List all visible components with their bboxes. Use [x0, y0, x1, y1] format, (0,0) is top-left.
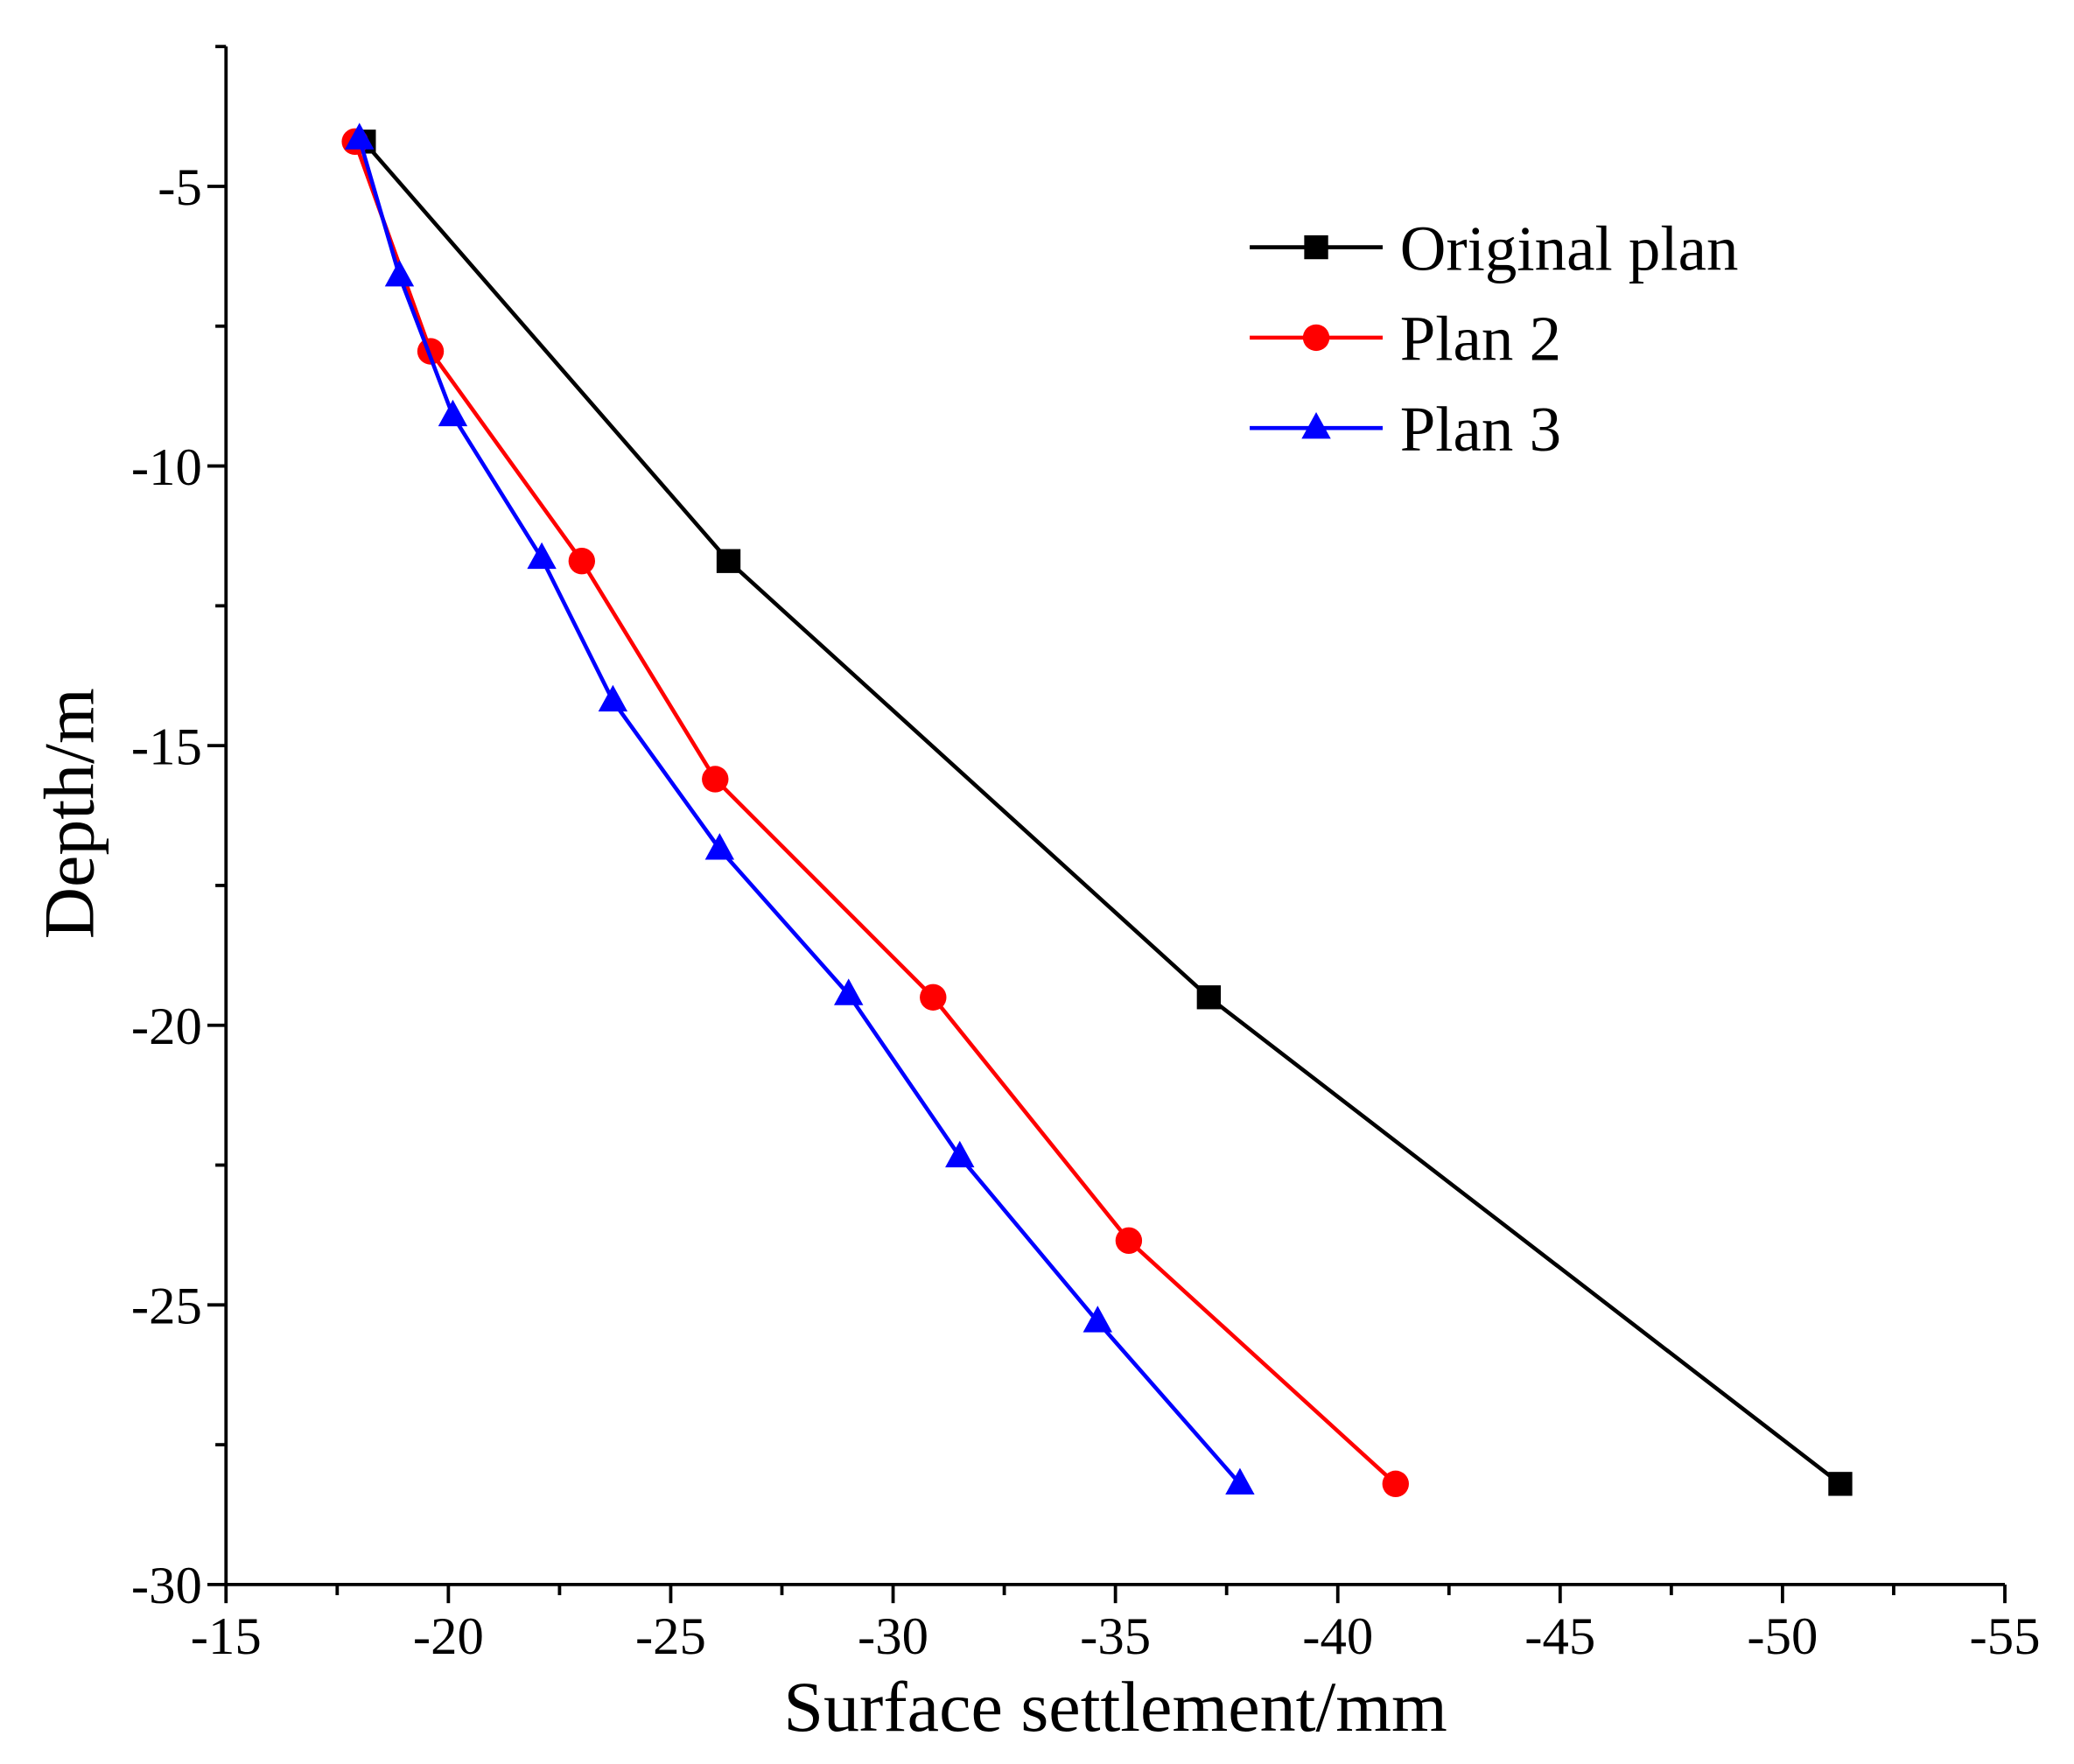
- x-tick-label: -15: [191, 1607, 262, 1666]
- data-point: [598, 684, 628, 712]
- data-point: [704, 833, 735, 860]
- legend-marker: [1304, 234, 1328, 260]
- series-line: [362, 140, 1842, 1486]
- data-point: [384, 260, 415, 287]
- data-point: [920, 984, 947, 1011]
- y-tick-label: -25: [131, 1278, 202, 1336]
- legend-label: Plan 3: [1400, 394, 1561, 465]
- x-tick-label: -20: [413, 1607, 484, 1666]
- data-point: [1828, 1472, 1853, 1496]
- series-line: [357, 137, 1242, 1486]
- series-original-plan: [352, 130, 1853, 1496]
- x-tick-label: -40: [1302, 1607, 1373, 1666]
- data-point: [1083, 1306, 1113, 1333]
- data-point: [702, 766, 729, 793]
- data-point: [1115, 1227, 1143, 1255]
- legend-label: Plan 2: [1400, 304, 1561, 374]
- y-axis-label: Depth/m: [29, 688, 109, 939]
- legend-marker: [1302, 324, 1330, 352]
- x-tick-label: -25: [635, 1607, 706, 1666]
- data-point: [1225, 1467, 1255, 1495]
- x-tick-label: -50: [1747, 1607, 1818, 1666]
- data-point: [1196, 985, 1222, 1010]
- series-plan-2: [341, 128, 1409, 1498]
- y-tick-label: -5: [158, 158, 202, 217]
- data-point: [345, 122, 375, 150]
- data-point: [945, 1140, 975, 1168]
- series-group: [341, 122, 1853, 1498]
- legend-label: Original plan: [1400, 213, 1739, 284]
- axes: -15 -20 -25 -30 -35 -40 -45 -50 -55 -5 -10 -15 -20 -2…: [131, 45, 2040, 1666]
- x-tick-label: -30: [858, 1607, 928, 1666]
- data-point: [527, 542, 557, 570]
- data-point: [438, 399, 468, 427]
- y-tick-label: -15: [131, 718, 202, 776]
- x-tick-label: -35: [1080, 1607, 1151, 1666]
- series-plan-3: [345, 122, 1255, 1495]
- x-tick-label: -55: [1969, 1607, 2040, 1666]
- y-tick-label: -10: [131, 438, 202, 497]
- legend-marker: [1301, 411, 1331, 439]
- data-point: [568, 548, 596, 575]
- data-point: [716, 549, 741, 573]
- y-tick-label: -30: [131, 1557, 202, 1615]
- x-tick-label: -45: [1524, 1607, 1595, 1666]
- data-point: [1382, 1470, 1409, 1498]
- x-axis-label: Surface settlement/mm: [783, 1667, 1447, 1746]
- series-line: [353, 141, 1398, 1486]
- data-point: [834, 978, 864, 1005]
- legend: Original plan Plan 2 Plan 3: [1250, 213, 1738, 465]
- y-tick-label: -20: [131, 998, 202, 1056]
